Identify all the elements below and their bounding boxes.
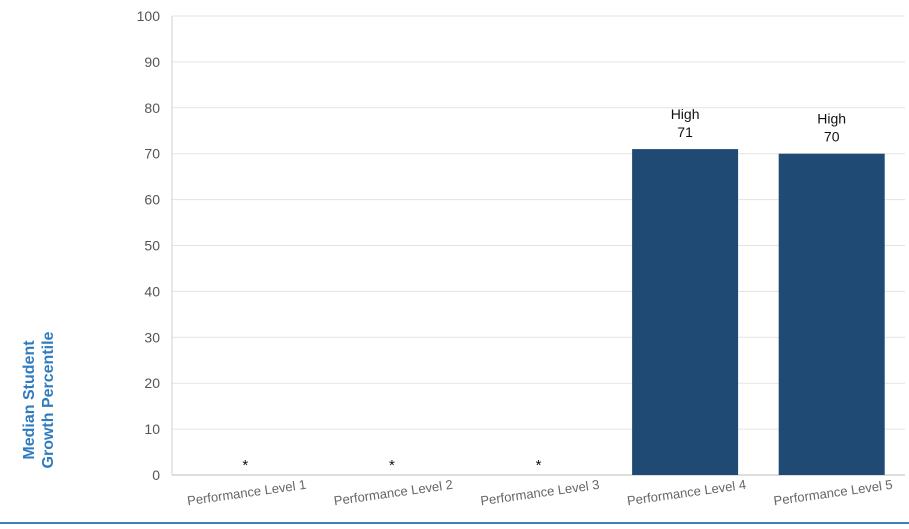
- y-tick-label: 0: [152, 467, 160, 483]
- bar-label-rating: High: [671, 106, 700, 122]
- y-tick-label: 40: [144, 283, 160, 299]
- bottom-divider: [0, 522, 909, 524]
- y-tick-label: 20: [144, 375, 160, 391]
- bar-value-label: 71: [677, 124, 693, 140]
- suppressed-marker: *: [536, 457, 542, 474]
- bar: [778, 153, 885, 475]
- bar: [632, 149, 739, 476]
- x-tick-label: Performance Level 1: [186, 477, 307, 509]
- x-tick-label: Performance Level 3: [479, 477, 600, 509]
- y-tick-label: 100: [137, 8, 161, 24]
- x-tick-label: Performance Level 5: [773, 477, 894, 509]
- suppressed-marker: *: [242, 457, 248, 474]
- x-tick-label: Performance Level 4: [626, 477, 747, 509]
- y-axis-title-line2: Growth Percentile: [40, 331, 57, 469]
- y-axis-title-line1: Median Student: [21, 340, 38, 460]
- bar-value-label: 70: [824, 129, 840, 145]
- bar-label-rating: High: [817, 111, 846, 127]
- y-tick-label: 30: [144, 329, 160, 345]
- x-tick-label: Performance Level 2: [333, 477, 454, 509]
- y-axis-title: Median Student Growth Percentile: [20, 310, 58, 490]
- y-tick-label: 60: [144, 192, 160, 208]
- y-tick-label: 80: [144, 100, 160, 116]
- y-tick-label: 50: [144, 238, 160, 254]
- suppressed-marker: *: [389, 457, 395, 474]
- y-tick-label: 90: [144, 54, 160, 70]
- y-tick-label: 70: [144, 146, 160, 162]
- y-tick-label: 10: [144, 421, 160, 437]
